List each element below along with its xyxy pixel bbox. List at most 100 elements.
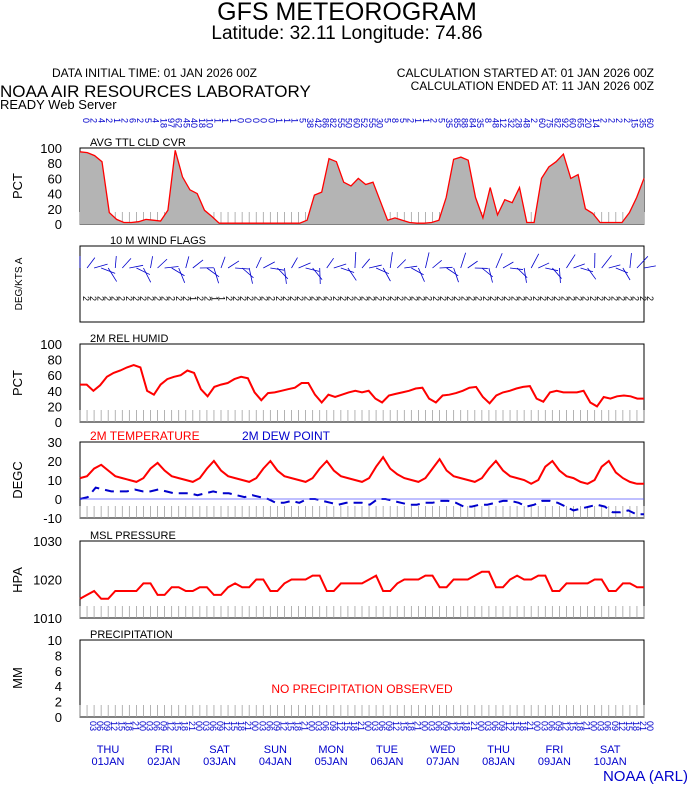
top-label: 32	[506, 118, 516, 128]
wind-flag	[305, 267, 320, 272]
cloud-top-labels: 0242126254189762454018101110000011153842…	[81, 118, 655, 128]
top-label: 1	[274, 118, 284, 123]
hour-label: 06	[95, 721, 105, 731]
hour-label: 15	[116, 721, 126, 731]
wind-speed-label: 2	[381, 296, 391, 301]
hour-label: 00	[250, 721, 260, 731]
hour-label: 09	[553, 721, 563, 731]
top-label: 38	[305, 118, 315, 128]
top-label: 88	[460, 118, 470, 128]
wind-flag	[114, 256, 117, 269]
hour-label: 15	[624, 721, 634, 731]
wind-speed-label: 2	[566, 296, 576, 301]
series-line	[79, 486, 644, 516]
footer-credit: NOAA (ARL)	[602, 768, 688, 785]
wind-speed-label: 2	[588, 296, 598, 301]
hour-label: 06	[264, 721, 274, 731]
wind-speed-label: 2	[331, 296, 341, 301]
wind-flag	[502, 261, 514, 269]
wind-flag	[615, 267, 629, 274]
wind-speed-label: 2	[131, 296, 141, 301]
hour-label: 18	[293, 721, 303, 731]
hour-label: 18	[518, 721, 528, 731]
wind-flag	[601, 255, 612, 269]
top-label: 14	[591, 118, 601, 128]
top-label: 12	[498, 118, 508, 128]
hour-label: 00	[476, 721, 486, 731]
top-label: 6	[127, 118, 137, 123]
date-label: 08JAN	[482, 756, 515, 768]
day-label: SUN	[264, 744, 287, 756]
wind-flag	[354, 252, 357, 269]
wind-flag	[298, 262, 311, 269]
hour-label: 15	[173, 721, 183, 731]
wind-speed-label: 2	[324, 296, 334, 301]
no-precip-annotation: NO PRECIPITATION OBSERVED	[271, 682, 453, 696]
data-initial-time: DATA INITIAL TIME: 01 JAN 2026 00Z	[52, 66, 257, 80]
y-axis-label: PCT	[10, 173, 25, 199]
hour-label: 15	[567, 721, 577, 731]
wind-speed-label: 2	[124, 296, 134, 301]
wind-speed-label: 2	[174, 296, 184, 301]
wind-flag	[495, 253, 503, 269]
y-axis-label: DEGC	[10, 461, 25, 499]
top-label: 0	[236, 118, 246, 123]
top-label: 48	[490, 118, 500, 128]
wind-flag	[143, 267, 152, 283]
wind-speed-label: 2	[502, 296, 512, 301]
wind-speed-label: 2	[145, 296, 155, 301]
wind-flag	[277, 267, 289, 280]
top-label: 1	[112, 118, 122, 123]
y-axis-label: DEG/KTS A	[14, 257, 25, 310]
wind-speed-label: 2	[245, 296, 255, 301]
line-panel-3: -10 0 10 20 30 2M TEMPERATURE 2M DEW POINT	[43, 429, 644, 526]
top-label: 1	[290, 118, 300, 123]
y-tick-label: 40	[48, 384, 62, 399]
wind-flag	[636, 256, 649, 269]
hour-label: 06	[603, 721, 613, 731]
calc-ended: CALCULATION ENDED AT: 11 JAN 2026 00Z	[410, 79, 654, 93]
wind-speed-label: 2	[102, 296, 112, 301]
wind-speed-label: 2	[417, 296, 427, 301]
wind-flag	[227, 260, 240, 269]
y-tick-label: 0	[55, 492, 62, 507]
hour-label: 15	[229, 721, 239, 731]
wind-flag	[192, 259, 204, 269]
hour-label: 06	[208, 721, 218, 731]
wind-flag	[523, 267, 527, 283]
top-label: 85	[452, 118, 462, 128]
wind-speed-label: 2	[424, 296, 434, 301]
y-tick-label: 80	[48, 353, 62, 368]
hour-label: 21	[243, 721, 253, 731]
top-label: 0	[266, 118, 276, 123]
panel-1: DEG/KTS A	[14, 245, 645, 323]
day-label: FRI	[155, 744, 173, 756]
hour-label: 00	[363, 721, 373, 731]
hour-label: 03	[314, 721, 324, 731]
hour-label: 15	[398, 721, 408, 731]
top-label: 42	[313, 118, 323, 128]
wind-flag	[453, 267, 459, 283]
top-label: 60	[568, 118, 578, 128]
top-label: 2	[135, 118, 145, 123]
wind-speed-label: 2	[181, 296, 191, 301]
wind-flag	[333, 263, 347, 269]
top-label: 2	[614, 118, 624, 123]
wind-flag	[107, 267, 118, 282]
wind-flag	[101, 267, 116, 274]
top-label: 5	[143, 118, 153, 123]
wind-flag	[312, 267, 323, 280]
wind-speed-label: 2	[395, 296, 405, 301]
top-label: 60	[351, 118, 361, 128]
wind-speed-label: 2	[495, 296, 505, 301]
top-label: 20	[583, 118, 593, 128]
y-tick-label: 4	[55, 679, 62, 694]
hour-label: 12	[448, 721, 458, 731]
wind-speed-label: 2	[574, 296, 584, 301]
wind-speed-label: 2	[481, 296, 491, 301]
top-label: 4	[151, 118, 161, 123]
wind-speed-label: 2	[616, 296, 626, 301]
wind-flag	[263, 261, 275, 269]
wind-flag	[136, 267, 151, 275]
panel-5: MM	[10, 639, 645, 718]
